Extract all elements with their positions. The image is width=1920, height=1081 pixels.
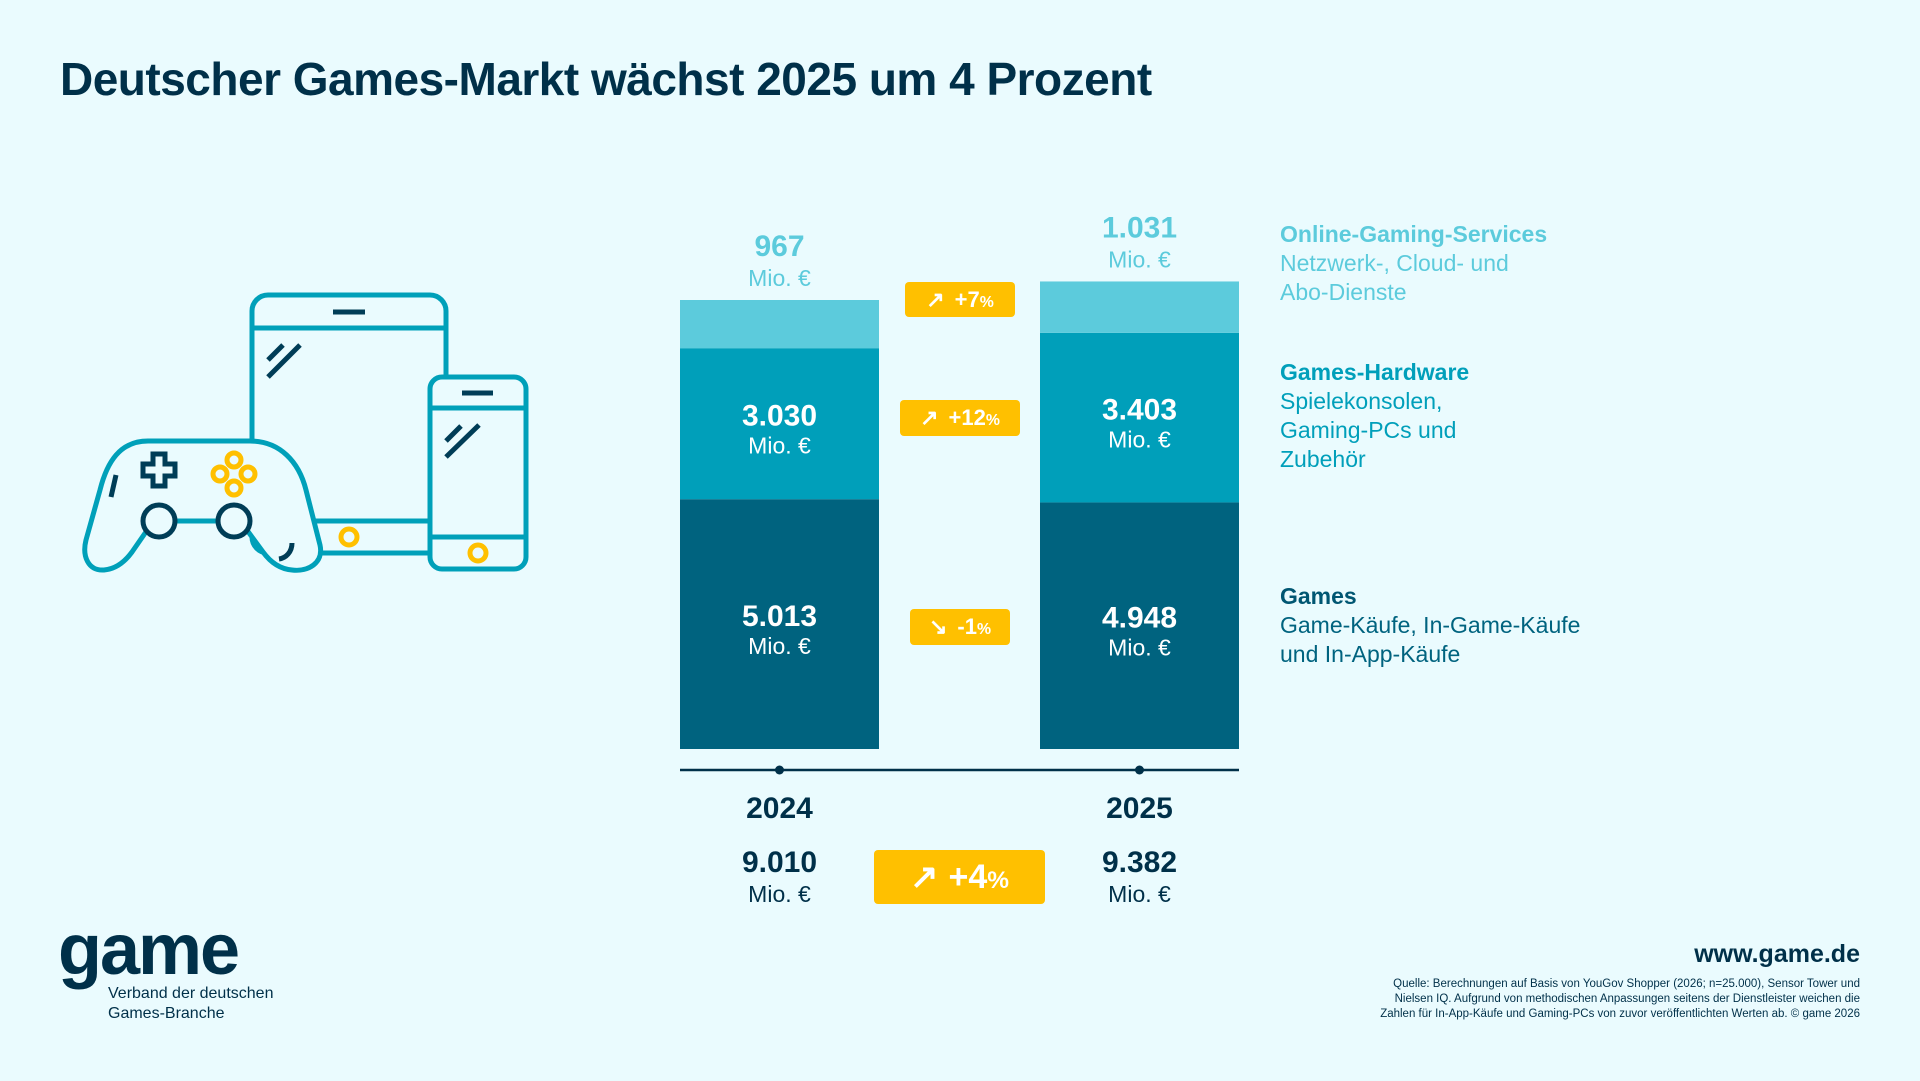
data-label-value: 4.948 [1102, 602, 1177, 635]
data-label-value: 1.031 [1102, 211, 1177, 244]
x-tick-label: 2025 [1106, 792, 1173, 825]
bar-segment-online-gaming-services-2024 [680, 300, 879, 349]
arrow-up-right-icon: ↗ [926, 286, 945, 312]
source-note: Quelle: Berechnungen auf Basis von YouGo… [1240, 977, 1860, 1022]
legend-line: Abo-Dienste [1280, 279, 1407, 305]
legend-line: und In-App-Käufe [1280, 641, 1461, 667]
data-label-unit: Mio. € [748, 433, 811, 459]
change-value: +4% [948, 857, 1010, 896]
right-stick-icon [215, 502, 253, 540]
data-label-unit: Mio. € [748, 633, 811, 659]
source-line: Nielsen IQ. Aufgrund von methodischen An… [1394, 993, 1860, 1005]
change-badge: ↗ +7% [905, 282, 1015, 317]
change-badge: ↗ +12% [900, 400, 1020, 436]
total-unit: Mio. € [748, 881, 811, 907]
change-value: +12% [948, 405, 1000, 430]
legend-title: Games-Hardware [1280, 359, 1470, 385]
left-stick-icon [140, 502, 178, 540]
source-line: Zahlen für In-App-Käufe und Gaming-PCs v… [1380, 1008, 1860, 1020]
legend-line: Zubehör [1280, 446, 1366, 472]
data-label-unit: Mio. € [748, 265, 811, 291]
game-logo: game [58, 910, 240, 990]
legend-line: Gaming-PCs und [1280, 417, 1457, 443]
legend-online: Online-Gaming-Services Netzwerk-, Cloud-… [1280, 220, 1547, 307]
data-label-value: 5.013 [742, 600, 817, 633]
data-label-value: 3.403 [1102, 394, 1177, 427]
bar-segment-games-hardware-2025 [1040, 332, 1239, 503]
arrow-down-right-icon: ↘ [928, 614, 948, 639]
logo-subtitle-line: Verband der deutschen [108, 985, 274, 1002]
legend-line: Spielekonsolen, [1280, 388, 1443, 414]
data-label-unit: Mio. € [1108, 635, 1171, 661]
website-link[interactable]: www.game.de [1694, 940, 1860, 968]
bar-segment-games-2025 [1040, 502, 1239, 749]
legend-hardware: Games-Hardware Spielekonsolen, Gaming-PC… [1280, 358, 1469, 474]
change-value: -1% [957, 614, 992, 639]
legend-line: Game-Käufe, In-Game-Käufe [1280, 612, 1581, 638]
change-value: +7% [954, 286, 994, 312]
arrow-up-right-icon: ↗ [920, 405, 939, 430]
dpad-icon [140, 451, 178, 489]
total-value: 9.382 [1102, 846, 1177, 879]
smartphone-icon [427, 374, 529, 572]
logo-subtitle-line: Games-Branche [108, 1005, 225, 1022]
change-badge: ↘ -1% [910, 609, 1010, 645]
data-label-value: 3.030 [742, 400, 817, 433]
legend-games: Games Game-Käufe, In-Game-Käufe und In-A… [1280, 582, 1580, 669]
legend-line: Netzwerk-, Cloud- und [1280, 250, 1509, 276]
data-label-unit: Mio. € [1108, 246, 1171, 272]
x-tick-label: 2024 [746, 792, 813, 825]
legend-title: Online-Gaming-Services [1280, 221, 1548, 247]
data-label-value: 967 [754, 230, 804, 263]
bar-segment-games-2024 [680, 499, 879, 749]
bar-segment-games-hardware-2024 [680, 348, 879, 500]
total-change-badge: ↗ +4% [874, 850, 1045, 904]
bar-segment-online-gaming-services-2025 [1040, 281, 1239, 333]
source-line: Quelle: Berechnungen auf Basis von YouGo… [1393, 978, 1860, 990]
legend-title: Games [1280, 583, 1357, 609]
total-unit: Mio. € [1108, 881, 1171, 907]
page-title: Deutscher Games-Markt wächst 2025 um 4 P… [60, 53, 1152, 105]
arrow-up-right-icon: ↗ [909, 858, 939, 896]
data-label-unit: Mio. € [1108, 427, 1171, 453]
total-value: 9.010 [742, 846, 817, 879]
logo-subtitle: Verband der deutschen Games-Branche [108, 984, 273, 1024]
